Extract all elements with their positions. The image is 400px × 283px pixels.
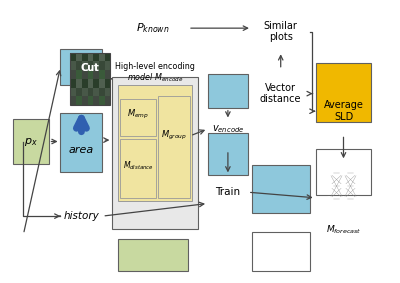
- Bar: [208, 133, 248, 175]
- Text: Vector
distance: Vector distance: [260, 83, 302, 104]
- Bar: [252, 166, 310, 213]
- Bar: [88, 96, 93, 105]
- Bar: [118, 85, 192, 201]
- Bar: [316, 63, 372, 122]
- Circle shape: [326, 196, 334, 202]
- Bar: [99, 87, 105, 96]
- Text: Train: Train: [215, 187, 240, 197]
- Bar: [93, 53, 99, 61]
- Bar: [105, 53, 110, 61]
- Bar: [13, 119, 48, 164]
- Bar: [76, 87, 82, 96]
- Bar: [82, 79, 88, 87]
- Bar: [99, 96, 105, 105]
- Bar: [88, 53, 93, 61]
- Bar: [99, 53, 105, 61]
- Bar: [88, 87, 93, 96]
- Text: $p_x$: $p_x$: [24, 136, 38, 147]
- Bar: [60, 49, 102, 85]
- Bar: [93, 70, 99, 79]
- Text: Similar
plots: Similar plots: [264, 21, 298, 42]
- Bar: [88, 70, 93, 79]
- Bar: [99, 79, 105, 87]
- Bar: [112, 77, 198, 229]
- Circle shape: [340, 196, 348, 202]
- Circle shape: [340, 183, 348, 189]
- Bar: [82, 53, 88, 61]
- Bar: [93, 79, 99, 87]
- Bar: [70, 70, 76, 79]
- Bar: [158, 97, 190, 198]
- Bar: [93, 61, 99, 70]
- Bar: [76, 70, 82, 79]
- Text: $M_{emp}$: $M_{emp}$: [127, 108, 149, 121]
- Bar: [88, 79, 93, 87]
- Text: $M_{forecast}$: $M_{forecast}$: [326, 224, 361, 237]
- Bar: [82, 87, 88, 96]
- Bar: [82, 70, 88, 79]
- Bar: [88, 61, 93, 70]
- Circle shape: [326, 170, 334, 176]
- Bar: [76, 79, 82, 87]
- Text: Cut: Cut: [82, 63, 99, 73]
- Bar: [120, 99, 156, 136]
- Bar: [82, 61, 88, 70]
- Bar: [105, 79, 110, 87]
- Text: $v_{encode}$: $v_{encode}$: [212, 123, 244, 135]
- Bar: [76, 61, 82, 70]
- Text: model $M_{encode}$: model $M_{encode}$: [127, 72, 184, 84]
- Circle shape: [340, 170, 348, 176]
- Text: $M_{group}$: $M_{group}$: [161, 129, 187, 142]
- Bar: [105, 87, 110, 96]
- Text: $P_{known}$: $P_{known}$: [136, 21, 170, 35]
- Bar: [70, 61, 76, 70]
- Bar: [99, 61, 105, 70]
- Circle shape: [354, 196, 362, 202]
- Bar: [70, 79, 76, 87]
- Bar: [120, 139, 156, 198]
- Text: $M_{distance}$: $M_{distance}$: [123, 159, 154, 172]
- Text: area: area: [69, 145, 94, 155]
- Bar: [93, 87, 99, 96]
- Text: High-level encoding: High-level encoding: [115, 62, 195, 71]
- Bar: [93, 96, 99, 105]
- Bar: [82, 96, 88, 105]
- Circle shape: [354, 183, 362, 189]
- Bar: [252, 231, 310, 271]
- Bar: [76, 96, 82, 105]
- Bar: [70, 53, 76, 61]
- Circle shape: [326, 183, 334, 189]
- Bar: [105, 96, 110, 105]
- Bar: [118, 239, 188, 271]
- Bar: [316, 149, 372, 195]
- Text: Average
SLD: Average SLD: [324, 100, 364, 122]
- Bar: [99, 70, 105, 79]
- Text: history: history: [64, 211, 99, 221]
- Circle shape: [354, 170, 362, 176]
- Bar: [70, 96, 76, 105]
- Text: Cut: Cut: [81, 63, 100, 73]
- Bar: [105, 70, 110, 79]
- Bar: [70, 53, 110, 105]
- Bar: [70, 87, 76, 96]
- Bar: [60, 113, 102, 172]
- Bar: [105, 61, 110, 70]
- Bar: [76, 53, 82, 61]
- Bar: [208, 74, 248, 108]
